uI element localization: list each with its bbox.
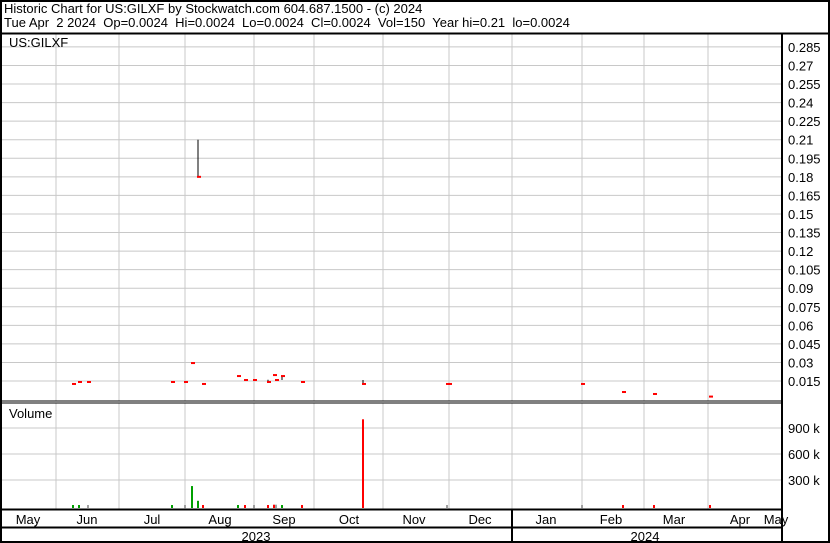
- price-tick-label: 0.03: [788, 355, 813, 370]
- month-label: Nov: [402, 512, 426, 527]
- price-close-mark: [362, 382, 366, 385]
- volume-bar: [446, 505, 448, 508]
- symbol-label: US:GILXF: [9, 35, 68, 50]
- price-close-mark: [448, 382, 452, 385]
- price-tick-label: 0.15: [788, 207, 813, 222]
- price-close-mark: [273, 374, 277, 377]
- price-close-mark: [244, 379, 248, 382]
- volume-bar: [281, 505, 283, 508]
- year-label: 2024: [631, 529, 660, 543]
- month-label: Apr: [730, 512, 751, 527]
- volume-bar: [78, 505, 80, 508]
- price-tick-label: 0.105: [788, 263, 821, 278]
- month-label: Jun: [77, 512, 98, 527]
- volume-bar: [191, 486, 193, 508]
- price-tick-label: 0.18: [788, 170, 813, 185]
- price-close-mark: [191, 362, 195, 365]
- price-close-mark: [267, 380, 271, 383]
- price-close-mark: [653, 392, 657, 395]
- month-label: Dec: [468, 512, 492, 527]
- volume-bar: [267, 505, 269, 508]
- volume-label: Volume: [9, 406, 52, 421]
- volume-bar: [184, 505, 186, 508]
- volume-tick-label: 900 k: [788, 421, 820, 436]
- price-close-mark: [72, 382, 76, 385]
- price-close-mark: [581, 382, 585, 385]
- price-tick-label: 0.165: [788, 188, 821, 203]
- volume-bar: [87, 505, 89, 508]
- chart-title: Historic Chart for US:GILXF by Stockwatc…: [4, 1, 423, 16]
- month-label: Sep: [272, 512, 295, 527]
- price-tick-label: 0.075: [788, 300, 821, 315]
- price-tick-label: 0.045: [788, 337, 821, 352]
- price-close-mark: [281, 375, 285, 378]
- volume-bar: [653, 505, 655, 508]
- price-close-mark: [253, 379, 257, 382]
- volume-bar: [72, 505, 74, 508]
- price-close-mark: [202, 382, 206, 385]
- quote-line: Tue Apr 2 2024 Op=0.0024 Hi=0.0024 Lo=0.…: [4, 15, 570, 30]
- volume-bar: [237, 505, 239, 508]
- month-label: Mar: [663, 512, 686, 527]
- price-close-mark: [622, 391, 626, 394]
- price-close-mark: [87, 380, 91, 383]
- month-label: Oct: [339, 512, 360, 527]
- volume-tick-label: 300 k: [788, 473, 820, 488]
- price-tick-label: 0.21: [788, 133, 813, 148]
- price-tick-label: 0.285: [788, 40, 821, 55]
- volume-bar: [709, 505, 711, 508]
- price-close-mark: [197, 175, 201, 178]
- month-label: Aug: [208, 512, 231, 527]
- price-close-mark: [171, 380, 175, 383]
- price-close-mark: [301, 380, 305, 383]
- volume-tick-label: 600 k: [788, 447, 820, 462]
- price-tick-label: 0.195: [788, 151, 821, 166]
- volume-bar: [202, 505, 204, 508]
- price-tick-label: 0.015: [788, 374, 821, 389]
- volume-bar: [622, 505, 624, 508]
- price-tick-label: 0.24: [788, 96, 813, 111]
- month-label: Jan: [536, 512, 557, 527]
- volume-bar: [362, 419, 364, 508]
- price-close-mark: [237, 375, 241, 378]
- month-label: May: [16, 512, 41, 527]
- price-close-mark: [184, 380, 188, 383]
- volume-bar: [171, 505, 173, 508]
- price-tick-label: 0.27: [788, 58, 813, 73]
- price-tick-label: 0.135: [788, 226, 821, 241]
- month-label: Feb: [600, 512, 622, 527]
- volume-bar: [301, 505, 303, 508]
- price-close-mark: [78, 380, 82, 383]
- price-close-mark: [275, 379, 279, 382]
- price-tick-label: 0.255: [788, 77, 821, 92]
- volume-bar: [275, 504, 277, 508]
- price-tick-label: 0.09: [788, 281, 813, 296]
- month-label: Jul: [144, 512, 161, 527]
- year-label: 2023: [242, 529, 271, 543]
- price-close-mark: [709, 395, 713, 398]
- month-label: May: [764, 512, 789, 527]
- volume-bar: [273, 504, 275, 508]
- volume-bar: [253, 505, 255, 508]
- price-tick-label: 0.12: [788, 244, 813, 259]
- price-tick-label: 0.06: [788, 318, 813, 333]
- volume-bar: [244, 505, 246, 508]
- volume-bar: [581, 505, 583, 508]
- price-tick-label: 0.225: [788, 114, 821, 129]
- volume-bar: [197, 500, 199, 508]
